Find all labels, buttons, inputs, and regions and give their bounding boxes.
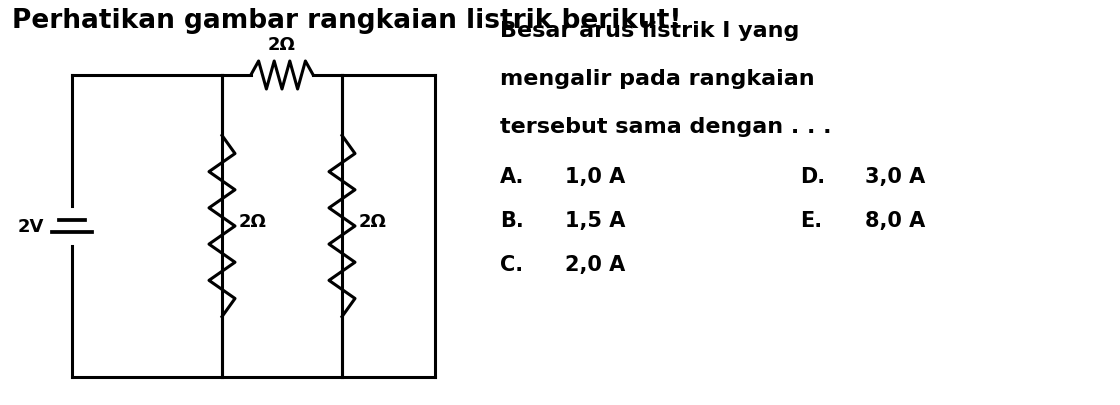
Text: 2Ω: 2Ω xyxy=(268,36,296,54)
Text: tersebut sama dengan . . .: tersebut sama dengan . . . xyxy=(500,117,831,136)
Text: 2V: 2V xyxy=(18,217,44,235)
Text: 2Ω: 2Ω xyxy=(239,213,267,230)
Text: Perhatikan gambar rangkaian listrik berikut!: Perhatikan gambar rangkaian listrik beri… xyxy=(12,8,681,34)
Text: 1,5 A: 1,5 A xyxy=(564,211,625,230)
Text: A.: A. xyxy=(500,166,524,187)
Text: 8,0 A: 8,0 A xyxy=(865,211,925,230)
Text: 2,0 A: 2,0 A xyxy=(564,254,625,274)
Text: 3,0 A: 3,0 A xyxy=(865,166,925,187)
Text: B.: B. xyxy=(500,211,524,230)
Text: D.: D. xyxy=(800,166,825,187)
Text: C.: C. xyxy=(500,254,523,274)
Text: E.: E. xyxy=(800,211,822,230)
Text: 1,0 A: 1,0 A xyxy=(564,166,625,187)
Text: 2Ω: 2Ω xyxy=(360,213,386,230)
Text: mengalir pada rangkaian: mengalir pada rangkaian xyxy=(500,69,814,89)
Text: Besar arus listrik I yang: Besar arus listrik I yang xyxy=(500,21,800,41)
